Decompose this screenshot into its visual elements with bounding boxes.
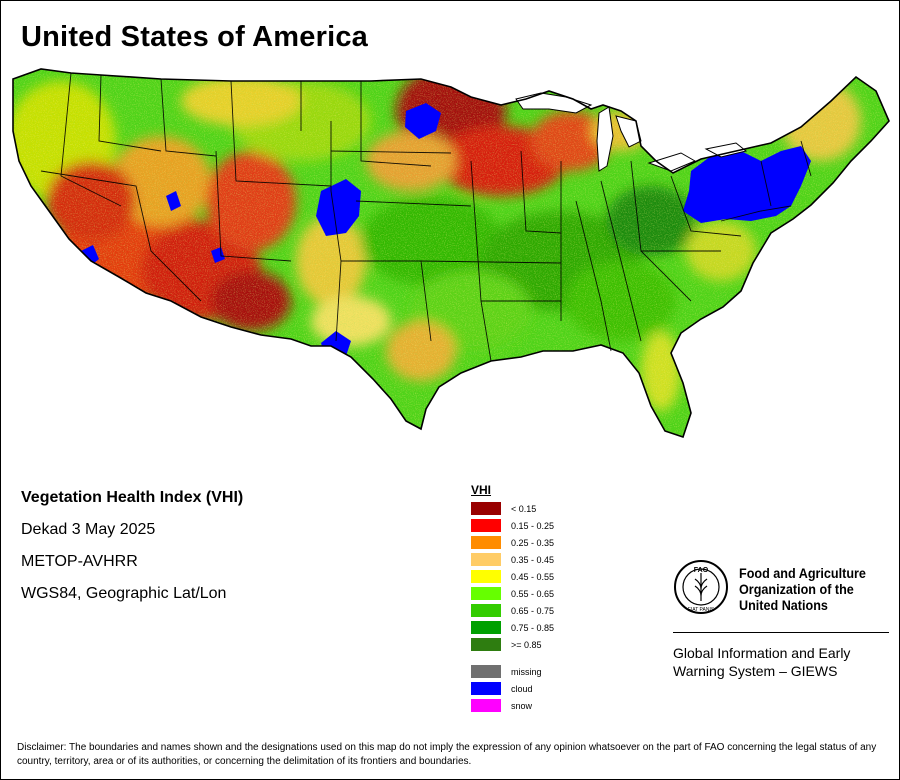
legend-swatch bbox=[471, 638, 501, 651]
legend-class-row: 0.65 - 0.75 bbox=[471, 602, 611, 619]
legend-class-row: 0.15 - 0.25 bbox=[471, 517, 611, 534]
legend-special-row: snow bbox=[471, 697, 611, 714]
legend-swatch bbox=[471, 502, 501, 515]
legend-label: 0.55 - 0.65 bbox=[511, 588, 555, 599]
legend-swatch bbox=[471, 536, 501, 549]
legend-label: 0.25 - 0.35 bbox=[511, 537, 555, 548]
vhi-legend: VHI < 0.15 0.15 - 0.25 0.25 - 0.35 0.35 - 0… bbox=[471, 483, 611, 714]
legend-label: 0.75 - 0.85 bbox=[511, 622, 555, 633]
disclaimer: Disclaimer: The boundaries and names sho… bbox=[17, 742, 877, 767]
legend-label: cloud bbox=[511, 683, 533, 694]
legend-label: 0.45 - 0.55 bbox=[511, 571, 555, 582]
map-info: Vegetation Health Index (VHI) Dekad 3 Ma… bbox=[21, 489, 421, 617]
great-lakes bbox=[515, 92, 748, 172]
legend-class-row: 0.55 - 0.65 bbox=[471, 585, 611, 602]
logo-divider bbox=[673, 632, 889, 633]
legend-swatch bbox=[471, 587, 501, 600]
sensor-label: METOP-AVHRR bbox=[21, 553, 138, 570]
vhi-map bbox=[1, 61, 899, 451]
state-borders bbox=[40, 72, 812, 362]
legend-special-row: cloud bbox=[471, 680, 611, 697]
fao-org-name: Food and Agriculture Organization of the… bbox=[739, 565, 866, 613]
legend-swatch bbox=[471, 570, 501, 583]
emblem-motto: FIAT PANIS bbox=[688, 607, 715, 613]
legend-class-row: 0.45 - 0.55 bbox=[471, 568, 611, 585]
period-label: Dekad 3 May 2025 bbox=[21, 521, 156, 538]
legend-label: 0.15 - 0.25 bbox=[511, 520, 555, 531]
legend-class-row: 0.75 - 0.85 bbox=[471, 619, 611, 636]
legend-class-row: >= 0.85 bbox=[471, 636, 611, 653]
legend-label: >= 0.85 bbox=[511, 639, 542, 650]
emblem-text: FAO bbox=[694, 567, 709, 574]
legend-swatch bbox=[471, 519, 501, 532]
legend-swatch bbox=[471, 665, 501, 678]
fao-emblem-icon: FAO FIAT PANIS bbox=[674, 560, 728, 614]
legend-label: 0.35 - 0.45 bbox=[511, 554, 555, 565]
legend-label: 0.65 - 0.75 bbox=[511, 605, 555, 616]
legend-swatch bbox=[471, 682, 501, 695]
legend-swatch bbox=[471, 699, 501, 712]
legend-swatch bbox=[471, 604, 501, 617]
legend-class-row: 0.25 - 0.35 bbox=[471, 534, 611, 551]
legend-class-row: 0.35 - 0.45 bbox=[471, 551, 611, 568]
legend-special-row: missing bbox=[471, 663, 611, 680]
legend-label: missing bbox=[511, 666, 542, 677]
map-title: United States of America bbox=[21, 21, 368, 53]
legend-swatch bbox=[471, 553, 501, 566]
legend-label: < 0.15 bbox=[511, 503, 537, 514]
legend-class-row: < 0.15 bbox=[471, 500, 611, 517]
legend-label: snow bbox=[511, 700, 533, 711]
projection-label: WGS84, Geographic Lat/Lon bbox=[21, 585, 227, 602]
giews-name: Global Information and Early Warning Sys… bbox=[673, 645, 851, 679]
legend-title: VHI bbox=[471, 483, 492, 497]
legend-swatch bbox=[471, 621, 501, 634]
vhi-raster bbox=[13, 69, 889, 437]
product-name: Vegetation Health Index (VHI) bbox=[21, 489, 244, 506]
